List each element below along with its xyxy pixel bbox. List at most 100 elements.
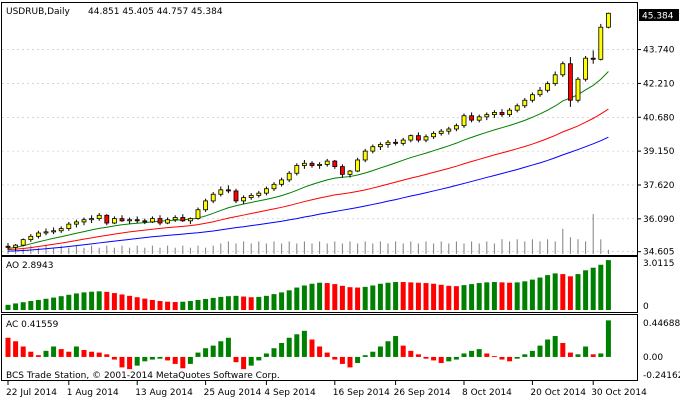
bull-candle: [537, 89, 543, 96]
ac-bar: [180, 356, 186, 369]
bear-candle: [119, 218, 125, 222]
ac-pane-frame: [1, 314, 638, 381]
bull-candle: [74, 221, 79, 225]
ao-bar: [590, 267, 596, 310]
bull-candle: [36, 232, 41, 237]
ao-bar: [89, 291, 95, 310]
bull-candle: [507, 109, 513, 116]
ao-bar: [507, 282, 513, 310]
ao-bar: [5, 304, 11, 310]
ao-bar: [355, 287, 361, 310]
ac-bar: [89, 351, 95, 357]
ao-bar: [263, 295, 269, 310]
ao-pane-frame: [1, 256, 638, 313]
ac-bar: [256, 356, 262, 361]
bull-candle: [43, 231, 49, 234]
ao-bar: [332, 284, 338, 310]
price-tick-label: 34.605: [643, 248, 675, 258]
bull-candle: [583, 57, 588, 80]
ac-bar: [142, 356, 148, 362]
bull-candle: [423, 136, 429, 141]
ao-bar: [96, 291, 102, 310]
ac-bar: [43, 350, 49, 357]
ao-bar: [598, 264, 604, 310]
ao-bar: [81, 292, 87, 310]
price-grid: [2, 49, 637, 252]
ao-bar: [127, 295, 133, 310]
ao-histogram: [5, 260, 611, 310]
ac-bar: [567, 352, 573, 357]
ac-bar: [35, 355, 41, 357]
bear-candle: [469, 115, 475, 121]
ao-bar: [119, 294, 125, 310]
bull-candle: [552, 74, 558, 85]
ac-bar: [545, 339, 551, 357]
bull-candle: [279, 179, 285, 185]
ao-bar: [377, 283, 383, 310]
bull-candle: [446, 128, 452, 132]
candlesticks: [5, 12, 611, 251]
bull-candle: [294, 165, 300, 174]
bull-candle: [241, 197, 247, 202]
ao-bar: [28, 301, 34, 310]
ac-bar: [66, 351, 72, 357]
bull-candle: [377, 144, 383, 148]
ac-tick-label: -0.24162: [643, 371, 680, 381]
bear-candle: [5, 245, 11, 248]
bull-candle: [127, 219, 132, 222]
ac-bar: [507, 356, 513, 362]
copyright-text: BCS Trade Station, © 2001-2014 MetaQuote…: [6, 371, 280, 381]
ao-bar: [20, 302, 26, 310]
bear-candle: [499, 112, 505, 116]
ao-bar: [73, 293, 79, 310]
bull-candle: [370, 146, 376, 152]
ao-bar: [476, 283, 482, 310]
bear-candle: [225, 189, 231, 192]
bull-candle: [81, 219, 87, 223]
ao-bar: [180, 301, 186, 310]
ac-label: AC 0.41559: [6, 320, 59, 330]
ac-bar: [453, 356, 459, 360]
ac-bar: [233, 356, 239, 363]
ac-bar: [5, 337, 11, 357]
bull-candle: [195, 209, 201, 220]
ac-tick-label: 0.00: [643, 353, 663, 363]
price-axis: 43.740 42.210 40.680 39.150 37.620 36.090 34.6…: [637, 46, 680, 381]
ao-bar: [491, 282, 497, 310]
ac-bar: [529, 350, 535, 357]
bear-candle: [134, 219, 140, 222]
bull-candle: [385, 141, 391, 145]
price-tick-label: 37.620: [643, 181, 675, 191]
bull-candle: [400, 139, 406, 144]
ac-bar: [301, 330, 307, 357]
bull-candle: [491, 112, 497, 116]
bear-candle: [157, 218, 163, 224]
ac-bar: [438, 356, 444, 364]
ac-bar: [96, 352, 102, 357]
ao-bar: [51, 297, 57, 310]
ao-label: AO 2.8943: [6, 261, 53, 271]
ao-bar: [423, 283, 429, 310]
ac-bar: [484, 353, 490, 357]
ac-bar: [469, 350, 475, 357]
bear-candle: [180, 217, 186, 222]
ma-mid-line: [7, 108, 609, 251]
ma-fast-line: [7, 71, 609, 249]
ao-bar: [157, 301, 163, 310]
bull-candle: [606, 12, 611, 28]
ac-bar: [279, 343, 285, 357]
bull-candle: [301, 162, 307, 166]
ao-bar: [271, 294, 277, 310]
ao-bar: [453, 286, 459, 310]
ac-bar: [309, 339, 315, 357]
ma-slow-line: [7, 136, 609, 252]
price-pane-frame: [1, 2, 638, 256]
bull-candle: [58, 228, 64, 232]
time-tick-label: 13 Aug 2014: [135, 388, 193, 398]
ao-bar: [469, 284, 475, 310]
ac-bar: [73, 346, 79, 357]
ohlc-readout: 44.851 45.405 44.757 45.384: [88, 7, 223, 17]
ao-bar: [393, 282, 399, 310]
ac-bar: [355, 356, 361, 364]
